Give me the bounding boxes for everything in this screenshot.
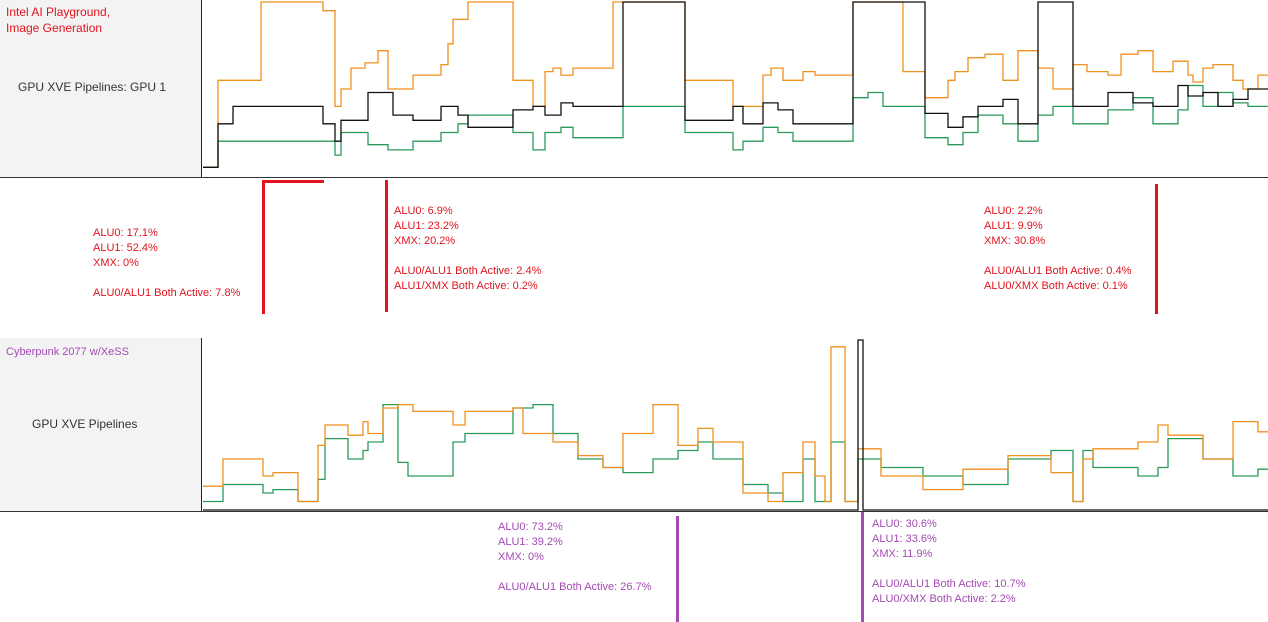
bottom-xve-chart xyxy=(203,339,1268,511)
anno-line xyxy=(872,562,1025,577)
bottom-track-name: GPU XVE Pipelines xyxy=(32,417,138,431)
top-marker-1 xyxy=(262,180,265,314)
top-baseline xyxy=(0,177,1268,178)
top-annotation-1: ALU0: 17.1% ALU1: 52.4% XMX: 0% ALU0/ALU… xyxy=(93,226,240,301)
top-series-orange-line xyxy=(203,1,1268,168)
top-xve-chart xyxy=(203,1,1268,168)
anno-line: ALU0/XMX Both Active: 2.2% xyxy=(872,593,1016,605)
anno-line: ALU1: 23.2% xyxy=(394,220,459,232)
bottom-annotation-1: ALU0: 73.2% ALU1: 39.2% XMX: 0% ALU0/ALU… xyxy=(498,520,651,595)
top-marker-3 xyxy=(1155,184,1158,314)
anno-line: XMX: 20.2% xyxy=(394,235,456,247)
bottom-annotation-2: ALU0: 30.6% ALU1: 33.6% XMX: 11.9% ALU0/… xyxy=(872,517,1025,607)
top-label-cell: Intel AI Playground, Image Generation GP… xyxy=(0,0,202,178)
anno-line: ALU0: 73.2% xyxy=(498,521,563,533)
anno-line: XMX: 30.8% xyxy=(984,235,1046,247)
bottom-label-cell: Cyberpunk 2077 w/XeSS GPU XVE Pipelines xyxy=(0,338,202,512)
anno-line xyxy=(984,249,1131,264)
top-marker-1-horizontal xyxy=(262,180,324,183)
anno-line xyxy=(93,271,240,286)
top-plot xyxy=(203,0,1268,178)
bottom-marker-1 xyxy=(676,516,679,622)
anno-line: XMX: 0% xyxy=(93,257,139,269)
anno-line: ALU0/XMX Both Active: 0.1% xyxy=(984,280,1128,292)
anno-line xyxy=(394,249,541,264)
top-panel: Intel AI Playground, Image Generation GP… xyxy=(0,0,1268,178)
top-series-black-line xyxy=(203,1,1268,168)
bottom-series-black-line xyxy=(203,339,1268,511)
anno-line: ALU1: 33.6% xyxy=(872,533,937,545)
bottom-plot xyxy=(203,338,1268,512)
anno-line: ALU1/XMX Both Active: 0.2% xyxy=(394,280,538,292)
anno-line: ALU0: 17.1% xyxy=(93,227,158,239)
anno-line: XMX: 11.9% xyxy=(872,548,933,560)
top-annotation-3: ALU0: 2.2% ALU1: 9.9% XMX: 30.8% ALU0/AL… xyxy=(984,204,1131,294)
top-annotation-2: ALU0: 6.9% ALU1: 23.2% XMX: 20.2% ALU0/A… xyxy=(394,204,541,294)
anno-line: ALU1: 52.4% xyxy=(93,242,158,254)
anno-line: ALU0: 6.9% xyxy=(394,205,453,217)
top-app-title: Intel AI Playground, Image Generation xyxy=(6,5,111,35)
anno-line: ALU0: 30.6% xyxy=(872,518,937,530)
anno-line: ALU0: 2.2% xyxy=(984,205,1043,217)
anno-line: ALU0/ALU1 Both Active: 26.7% xyxy=(498,581,652,593)
top-marker-2 xyxy=(385,180,388,312)
anno-line: XMX: 0% xyxy=(498,551,544,563)
anno-line: ALU0/ALU1 Both Active: 10.7% xyxy=(872,578,1026,590)
bottom-series-orange-line xyxy=(203,346,1268,503)
bottom-app-title: Cyberpunk 2077 w/XeSS xyxy=(6,346,129,358)
bottom-baseline xyxy=(0,511,1268,512)
anno-line: ALU1: 9.9% xyxy=(984,220,1043,232)
anno-line: ALU1: 39.2% xyxy=(498,536,563,548)
anno-line: ALU0/ALU1 Both Active: 7.8% xyxy=(93,287,241,299)
anno-line xyxy=(498,565,651,580)
bottom-series-green-line xyxy=(203,403,1268,503)
top-track-name: GPU XVE Pipelines: GPU 1 xyxy=(18,80,167,94)
anno-line: ALU0/ALU1 Both Active: 0.4% xyxy=(984,265,1132,277)
bottom-panel: Cyberpunk 2077 w/XeSS GPU XVE Pipelines xyxy=(0,338,1268,512)
bottom-marker-2 xyxy=(861,512,864,622)
anno-line: ALU0/ALU1 Both Active: 2.4% xyxy=(394,265,542,277)
